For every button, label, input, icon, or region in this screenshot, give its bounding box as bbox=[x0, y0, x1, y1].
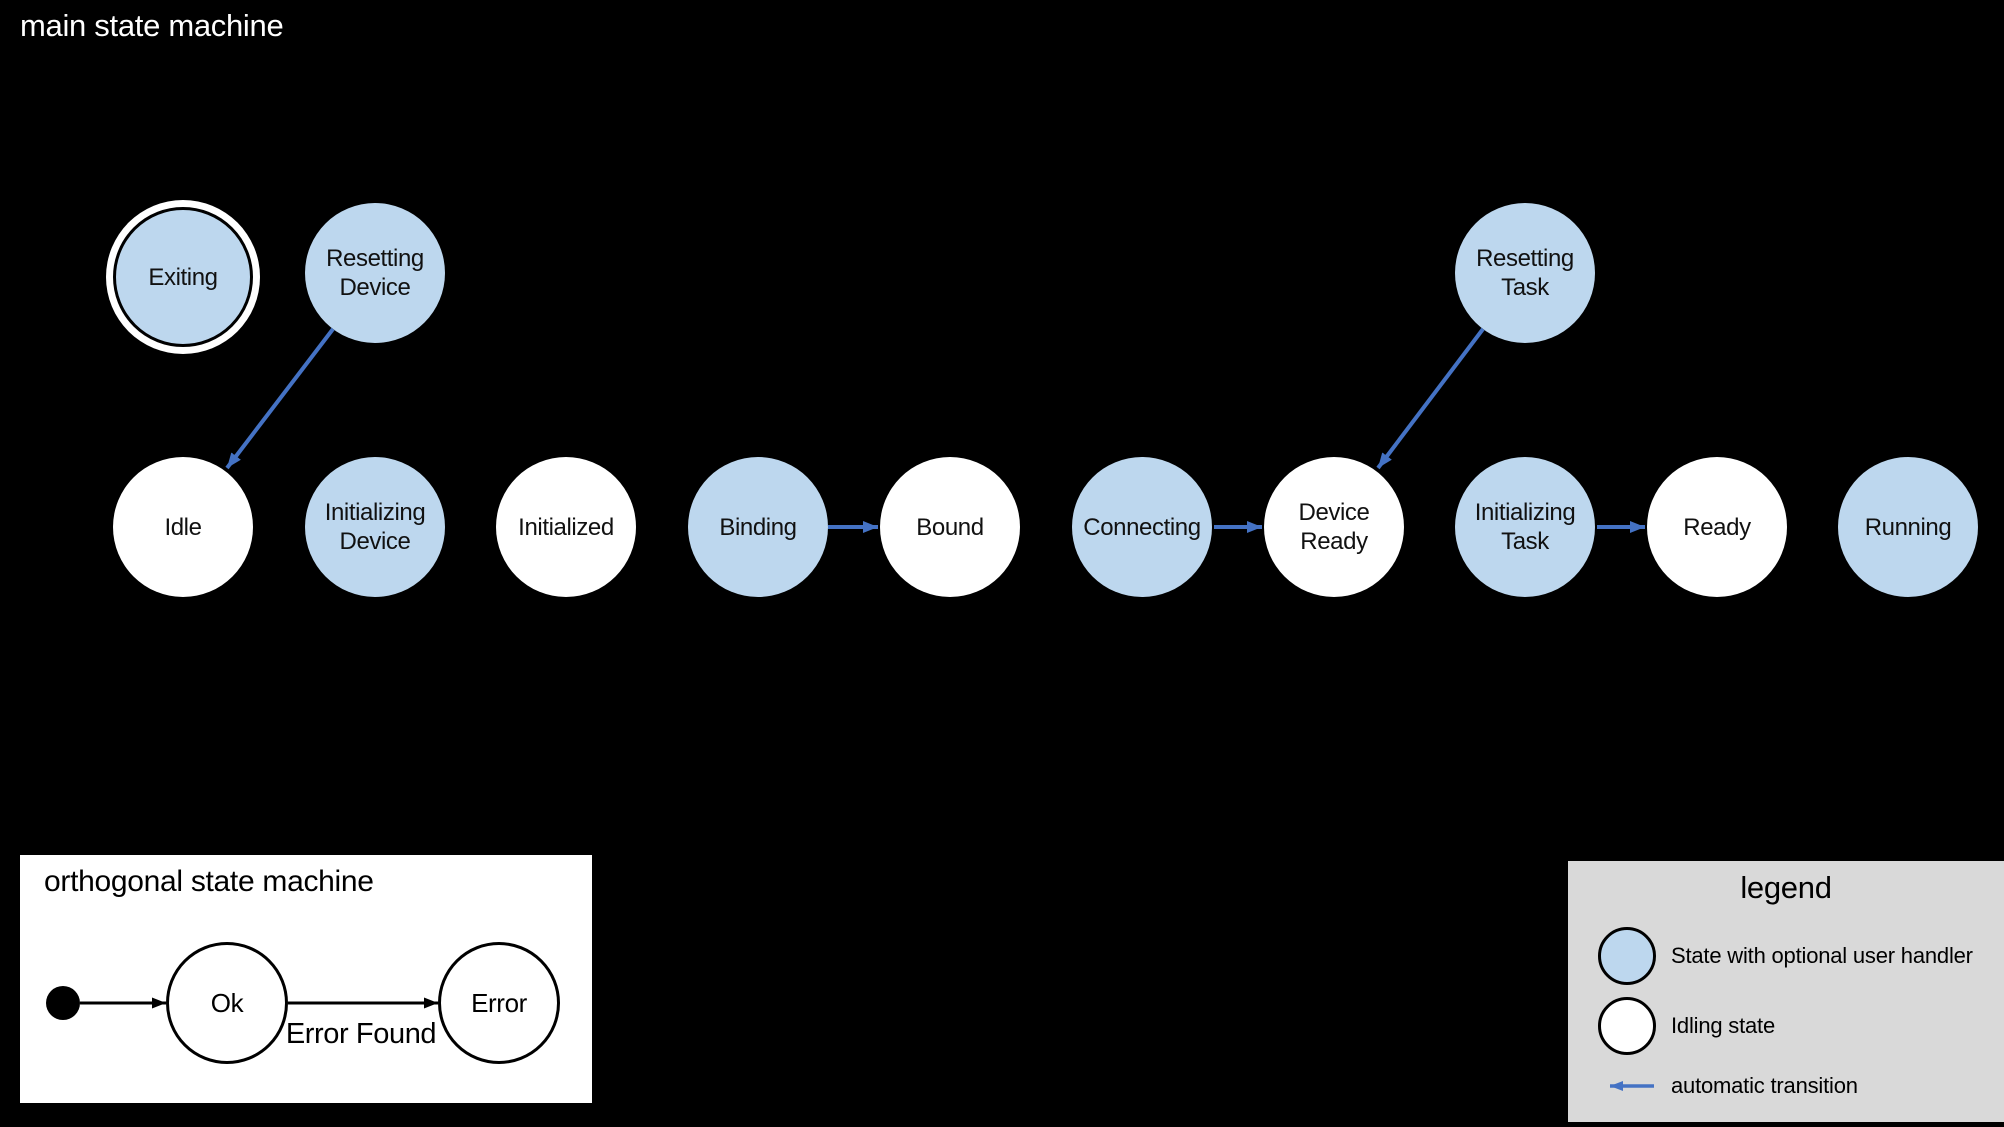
state-initialized: Initialized bbox=[496, 457, 636, 597]
legend-title: legend bbox=[1740, 870, 1832, 905]
initial-state-dot bbox=[46, 986, 80, 1020]
state-label: Ready bbox=[1683, 513, 1751, 541]
state-resetting-device: Resetting Device bbox=[305, 203, 445, 343]
state-ok: Ok bbox=[166, 942, 288, 1064]
state-running: Running bbox=[1838, 457, 1978, 597]
state-exiting: Exiting bbox=[113, 207, 253, 347]
legend-item-label: State with optional user handler bbox=[1671, 943, 1973, 968]
state-label: Exiting bbox=[148, 263, 218, 291]
state-label: Device Ready bbox=[1298, 499, 1370, 555]
state-label: Binding bbox=[719, 513, 797, 541]
orthogonal-machine-box: orthogonal state machine Ok Error Error … bbox=[20, 855, 592, 1103]
handler-state-circle-icon bbox=[1598, 927, 1656, 985]
state-label: Connecting bbox=[1083, 513, 1201, 541]
state-label: Ok bbox=[210, 987, 244, 1018]
automatic-transition-arrow-icon bbox=[1610, 1081, 1654, 1091]
state-device-ready: Device Ready bbox=[1264, 457, 1404, 597]
state-label: Resetting Device bbox=[326, 245, 424, 301]
state-label: Initializing Device bbox=[324, 499, 426, 555]
state-binding: Binding bbox=[688, 457, 828, 597]
state-label: Resetting Task bbox=[1476, 245, 1574, 301]
state-bound: Bound bbox=[880, 457, 1020, 597]
orthogonal-machine-title: orthogonal state machine bbox=[44, 865, 374, 898]
legend-item-handler-state: State with optional user handler bbox=[1598, 927, 1973, 985]
legend-item-idling-state: Idling state bbox=[1598, 997, 1775, 1055]
idling-state-circle-icon bbox=[1598, 997, 1656, 1055]
state-label: Initialized bbox=[518, 513, 614, 541]
state-initializing-task: Initializing Task bbox=[1455, 457, 1595, 597]
state-label: Running bbox=[1864, 513, 1952, 541]
state-connecting: Connecting bbox=[1072, 457, 1212, 597]
transition-resetting-task-to-device-ready bbox=[1376, 327, 1485, 470]
state-idle: Idle bbox=[113, 457, 253, 597]
legend-item-label: automatic transition bbox=[1671, 1073, 1858, 1098]
state-initializing-device: Initializing Device bbox=[305, 457, 445, 597]
state-label: Error bbox=[471, 987, 527, 1018]
legend-item-label: Idling state bbox=[1671, 1013, 1776, 1038]
transition-label-error-found: Error Found bbox=[285, 1018, 437, 1050]
main-machine-title: main state machine bbox=[20, 8, 284, 43]
state-ready: Ready bbox=[1647, 457, 1787, 597]
legend-box: legend State with optional user handler … bbox=[1568, 861, 2004, 1122]
legend-item-automatic-transition: automatic transition bbox=[1598, 1073, 1858, 1099]
state-error: Error bbox=[438, 942, 560, 1064]
state-label: Idle bbox=[164, 513, 202, 541]
state-label: Initializing Task bbox=[1474, 499, 1576, 555]
state-label: Bound bbox=[916, 513, 984, 541]
transition-resetting-device-to-idle bbox=[225, 327, 335, 470]
state-resetting-task: Resetting Task bbox=[1455, 203, 1595, 343]
